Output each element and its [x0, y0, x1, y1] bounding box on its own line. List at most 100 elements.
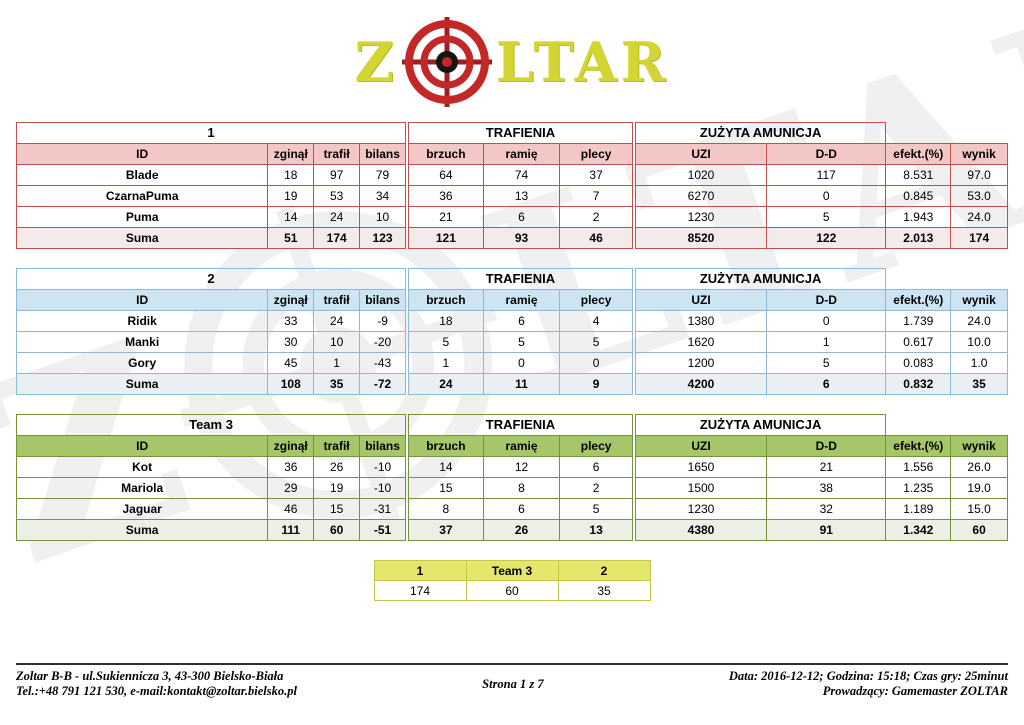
- stat-cell: 97: [313, 164, 361, 186]
- suma-row: 37 26 13: [408, 519, 633, 541]
- player-row: 1380 0 1.739 24.0: [634, 310, 1008, 332]
- stat-cell: 2: [559, 477, 633, 499]
- stat-cell: -10: [359, 477, 407, 499]
- logo-text-left: Z: [354, 30, 398, 94]
- stat-cell: 19.0: [950, 477, 1008, 499]
- amunicja-group-header: ZUŻYTA AMUNICJA: [634, 414, 887, 436]
- stat-cell: 1.943: [885, 206, 952, 228]
- summary-header-team-1: 1: [373, 560, 467, 581]
- stat-cell: 26: [313, 456, 361, 478]
- stat-cell: 0: [766, 310, 887, 332]
- player-row: 6270 0 0.845 53.0: [634, 185, 1008, 207]
- suma-cell: 13: [559, 519, 633, 541]
- stat-cell: -10: [359, 456, 407, 478]
- stat-cell: 4: [559, 310, 633, 332]
- suma-cell: 111: [267, 519, 315, 541]
- amunicja-group-header: ZUŻYTA AMUNICJA: [634, 268, 887, 290]
- stat-cell: 0: [766, 185, 887, 207]
- stat-cell: 33: [267, 310, 315, 332]
- stat-cell: 24.0: [950, 206, 1008, 228]
- player-row: 1650 21 1.556 26.0: [634, 456, 1008, 478]
- stat-cell: 26.0: [950, 456, 1008, 478]
- column-header: bilans: [359, 143, 407, 165]
- column-header: plecy: [559, 435, 633, 457]
- suma-cell: 51: [267, 227, 315, 249]
- suma-cell: 60: [313, 519, 361, 541]
- footer-gamemaster-line: Prowadzący: Gamemaster ZOLTAR: [822, 684, 1008, 698]
- stat-cell: 0.083: [885, 352, 952, 374]
- stat-cell: 1230: [634, 206, 768, 228]
- stat-cell: 53.0: [950, 185, 1008, 207]
- suma-cell: 93: [482, 227, 561, 249]
- suma-row: 4380 91 1.342 60: [634, 519, 1008, 541]
- column-header: trafił: [313, 289, 361, 311]
- player-row: Puma 14 24 10: [15, 206, 407, 228]
- stat-cell: 5: [766, 206, 887, 228]
- suma-cell: 35: [950, 373, 1008, 395]
- player-row: Manki 30 10 -20: [15, 331, 407, 353]
- suma-row: 24 11 9: [408, 373, 633, 395]
- stat-cell: 1.189: [885, 498, 952, 520]
- player-name-cell: Jaguar: [15, 498, 269, 520]
- group-header-empty: [886, 269, 1008, 290]
- suma-cell: 174: [313, 227, 361, 249]
- column-header-row: UZI D-D efekt.(%) wynik: [634, 289, 1008, 311]
- column-header: wynik: [950, 289, 1008, 311]
- stat-cell: 1620: [634, 331, 768, 353]
- stat-cell: 1230: [634, 498, 768, 520]
- stat-cell: 1: [408, 352, 484, 374]
- stat-cell: 15: [313, 498, 361, 520]
- column-header: plecy: [559, 143, 633, 165]
- column-header: wynik: [950, 435, 1008, 457]
- stat-cell: 5: [766, 352, 887, 374]
- stat-cell: 64: [408, 164, 484, 186]
- stat-cell: 53: [313, 185, 361, 207]
- amunicja-group-header: ZUŻYTA AMUNICJA: [634, 122, 887, 144]
- stat-cell: 10: [313, 331, 361, 353]
- column-header: ID: [15, 435, 269, 457]
- footer-session-info-block: Data: 2016-12-12; Godzina: 15:18; Czas g…: [729, 669, 1008, 699]
- stat-cell: 21: [408, 206, 484, 228]
- logo-text-right: LTAR: [495, 30, 670, 94]
- suma-cell: 6: [766, 373, 887, 395]
- stat-cell: 6: [482, 498, 561, 520]
- stat-cell: 14: [267, 206, 315, 228]
- column-header: ramię: [482, 435, 561, 457]
- summary-table: 1 Team 3 2 174 60 35: [373, 560, 651, 601]
- player-row: Ridik 33 24 -9: [15, 310, 407, 332]
- stat-cell: 1.556: [885, 456, 952, 478]
- player-row: 1500 38 1.235 19.0: [634, 477, 1008, 499]
- suma-cell: 37: [408, 519, 484, 541]
- suma-cell: 0.832: [885, 373, 952, 395]
- stat-cell: 6: [482, 206, 561, 228]
- stat-cell: 8.531: [885, 164, 952, 186]
- team-1-subtable-2: TRAFIENIA brzuch ramię plecy 64 74 37 36 13 7 21 6 2…: [408, 122, 633, 249]
- stat-cell: 1500: [634, 477, 768, 499]
- suma-cell: -51: [359, 519, 407, 541]
- footer-page-number: Strona 1 z 7: [482, 676, 544, 691]
- column-header: wynik: [950, 143, 1008, 165]
- group-header-row: 2: [15, 268, 407, 290]
- team-1-subtable-3: ZUŻYTA AMUNICJA UZI D-D efekt.(%) wynik 1020 1…: [634, 122, 1008, 249]
- group-header-row: TRAFIENIA: [408, 414, 633, 436]
- group-header-empty: [886, 415, 1008, 436]
- suma-cell: 4380: [634, 519, 768, 541]
- stat-cell: 37: [559, 164, 633, 186]
- stat-cell: 8: [408, 498, 484, 520]
- stat-cell: 29: [267, 477, 315, 499]
- player-name-cell: CzarnaPuma: [15, 185, 269, 207]
- team-3-subtable-1: Team 3 ID zginął trafił bilans Kot 36 26 -10 Mari…: [15, 414, 407, 541]
- stat-cell: 24: [313, 310, 361, 332]
- trafienia-group-header: TRAFIENIA: [408, 268, 633, 290]
- column-header: ramię: [482, 289, 561, 311]
- team-2-subtable-2: TRAFIENIA brzuch ramię plecy 18 6 4 5 5 5 1 0 0 24 11 9: [408, 268, 633, 395]
- stat-cell: 6: [482, 310, 561, 332]
- column-header-row: UZI D-D efekt.(%) wynik: [634, 435, 1008, 457]
- column-header: plecy: [559, 289, 633, 311]
- column-header: ID: [15, 289, 269, 311]
- summary-header-team-3: Team 3: [465, 560, 559, 581]
- player-row: Mariola 29 19 -10: [15, 477, 407, 499]
- suma-cell: Suma: [15, 227, 269, 249]
- suma-cell: 26: [482, 519, 561, 541]
